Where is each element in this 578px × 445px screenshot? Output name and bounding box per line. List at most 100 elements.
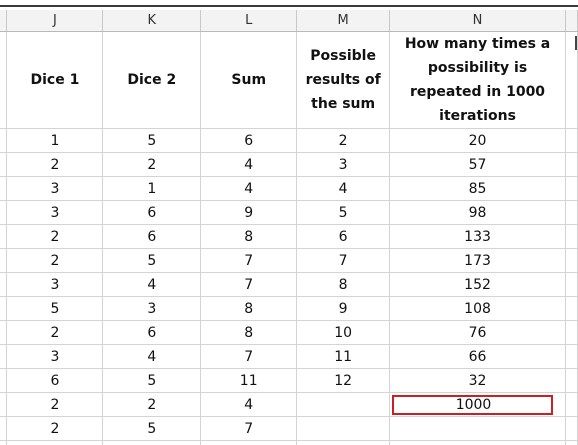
cell-m[interactable]: 11 xyxy=(296,344,391,369)
cell-k[interactable]: 1 xyxy=(102,176,202,201)
cell-j[interactable]: 2 xyxy=(6,320,104,345)
column-header-l[interactable]: L xyxy=(200,10,298,32)
cell-k[interactable]: 2 xyxy=(102,392,202,417)
cell-j[interactable]: 3 xyxy=(6,272,104,297)
cell-m[interactable]: 3 xyxy=(296,152,391,177)
cell-m[interactable]: 12 xyxy=(296,368,391,393)
cell-next[interactable] xyxy=(565,368,578,393)
cell-j[interactable]: 6 xyxy=(6,368,104,393)
cell-n[interactable]: 32 xyxy=(389,368,566,393)
cell-l[interactable]: 4 xyxy=(200,392,298,417)
cell-m[interactable]: 7 xyxy=(296,248,391,273)
cell-next[interactable] xyxy=(565,416,578,441)
cell-l[interactable]: 4 xyxy=(200,152,298,177)
row-header-corner[interactable] xyxy=(0,10,8,32)
cell-l[interactable]: 11 xyxy=(200,368,298,393)
cell-k[interactable]: 2 xyxy=(102,152,202,177)
cell-m[interactable]: 6 xyxy=(296,224,391,249)
cell-n[interactable]: 66 xyxy=(389,344,566,369)
column-header-k[interactable]: K xyxy=(102,10,202,32)
cell-n[interactable]: 57 xyxy=(389,152,566,177)
cell-m[interactable] xyxy=(296,416,391,441)
cell-j[interactable]: 3 xyxy=(6,200,104,225)
cell-k[interactable]: 6 xyxy=(102,320,202,345)
cell-n[interactable] xyxy=(389,416,566,441)
table-row: 2 5 7 7 173 xyxy=(0,248,578,273)
cell-k[interactable]: 5 xyxy=(102,128,202,153)
column-header-j[interactable]: J xyxy=(6,10,104,32)
cell-j[interactable]: 5 xyxy=(6,296,104,321)
table-row: 5 3 8 9 108 xyxy=(0,296,578,321)
cell-next[interactable] xyxy=(565,128,578,153)
cell-next[interactable] xyxy=(565,344,578,369)
cell-k[interactable]: 4 xyxy=(102,344,202,369)
cell-next[interactable] xyxy=(565,248,578,273)
cell-m[interactable] xyxy=(296,392,391,417)
cell-n[interactable] xyxy=(389,440,566,445)
cell-l[interactable]: 7 xyxy=(200,416,298,441)
cell-k[interactable]: 6 xyxy=(102,200,202,225)
cell-l[interactable]: 8 xyxy=(200,296,298,321)
column-header-n[interactable]: N xyxy=(389,10,566,32)
cell-j[interactable]: 5 xyxy=(6,440,104,445)
cell-l[interactable]: 7 xyxy=(200,248,298,273)
cell-k[interactable]: 4 xyxy=(102,272,202,297)
cell-n[interactable]: 20 xyxy=(389,128,566,153)
cell-l[interactable]: 7 xyxy=(200,272,298,297)
column-header-next[interactable] xyxy=(565,10,578,32)
cell-k[interactable]: 6 xyxy=(102,224,202,249)
cell-next[interactable] xyxy=(565,392,578,417)
cell-next[interactable] xyxy=(565,224,578,249)
cell-j[interactable]: 2 xyxy=(6,152,104,177)
cell-next[interactable] xyxy=(565,296,578,321)
cell-n[interactable]: 98 xyxy=(389,200,566,225)
column-header-row: J K L M N xyxy=(0,10,578,32)
cell-j[interactable]: 2 xyxy=(6,416,104,441)
cell-j[interactable]: 2 xyxy=(6,392,104,417)
cell-l[interactable]: 11 xyxy=(200,440,298,445)
cell-l[interactable]: 4 xyxy=(200,176,298,201)
column-header-m[interactable]: M xyxy=(296,10,391,32)
cell-m[interactable]: 10 xyxy=(296,320,391,345)
cell-m[interactable]: 5 xyxy=(296,200,391,225)
cell-j[interactable]: 2 xyxy=(6,248,104,273)
cell-m[interactable]: 2 xyxy=(296,128,391,153)
cell-l[interactable]: 8 xyxy=(200,320,298,345)
cell-header-dice1[interactable]: Dice 1 xyxy=(6,31,104,129)
cell-next[interactable] xyxy=(565,200,578,225)
cell-k[interactable]: 6 xyxy=(102,440,202,445)
cell-header-repeats[interactable]: How many times a possibility is repeated… xyxy=(389,31,566,129)
cell-next[interactable] xyxy=(565,176,578,201)
cell-l[interactable]: 8 xyxy=(200,224,298,249)
cell-l[interactable]: 9 xyxy=(200,200,298,225)
cell-k[interactable]: 5 xyxy=(102,368,202,393)
cell-l[interactable]: 7 xyxy=(200,344,298,369)
cell-n[interactable]: 133 xyxy=(389,224,566,249)
cell-m[interactable] xyxy=(296,440,391,445)
cell-next[interactable] xyxy=(565,272,578,297)
cell-k[interactable]: 5 xyxy=(102,248,202,273)
cell-j[interactable]: 3 xyxy=(6,344,104,369)
cell-header-dice2[interactable]: Dice 2 xyxy=(102,31,202,129)
cell-next[interactable] xyxy=(565,320,578,345)
cell-n[interactable]: 173 xyxy=(389,248,566,273)
cell-n[interactable]: 76 xyxy=(389,320,566,345)
cell-m[interactable]: 9 xyxy=(296,296,391,321)
cell-j[interactable]: 3 xyxy=(6,176,104,201)
cell-n[interactable]: 85 xyxy=(389,176,566,201)
cell-n[interactable]: 152 xyxy=(389,272,566,297)
cell-j[interactable]: 1 xyxy=(6,128,104,153)
cell-m[interactable]: 8 xyxy=(296,272,391,297)
selected-cell-total[interactable]: 1000 xyxy=(389,392,566,417)
cell-l[interactable]: 6 xyxy=(200,128,298,153)
cell-m[interactable]: 4 xyxy=(296,176,391,201)
cell-next[interactable] xyxy=(565,152,578,177)
cell-header-possible-results[interactable]: Possible results of the sum xyxy=(296,31,391,129)
cell-k[interactable]: 3 xyxy=(102,296,202,321)
cell-n[interactable]: 108 xyxy=(389,296,566,321)
cell-header-sum[interactable]: Sum xyxy=(200,31,298,129)
table-row: 2 6 8 10 76 xyxy=(0,320,578,345)
cell-k[interactable]: 5 xyxy=(102,416,202,441)
cell-j[interactable]: 2 xyxy=(6,224,104,249)
cell-next[interactable] xyxy=(565,440,578,445)
